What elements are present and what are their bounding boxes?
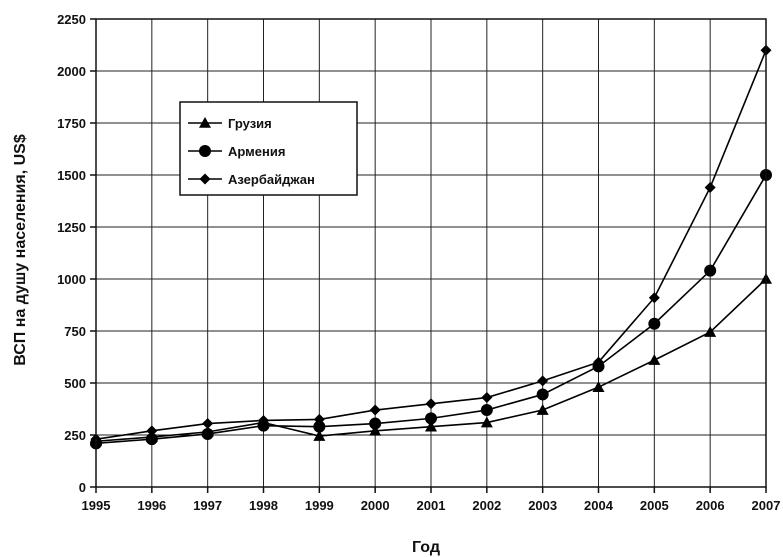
data-point-diamond [258,414,269,426]
data-point-triangle [648,354,661,365]
data-point-circle [536,388,549,401]
x-tick-label: 2007 [752,498,781,513]
data-point-circle [704,264,717,277]
data-point-circle [648,317,661,330]
data-point-diamond [704,181,716,193]
data-point-triangle [480,416,493,428]
plot-frame [95,18,767,488]
y-tick-label: 2000 [57,64,86,79]
legend-marker-diamond [199,173,211,185]
data-point-circle [369,417,382,430]
legend: Грузия Армения Азербайджан [179,101,358,196]
legend-label: Армения [228,144,285,159]
x-tick-label: 2003 [528,498,557,513]
data-point-diamond [202,418,214,430]
x-tick-label: 1996 [137,498,166,513]
data-point-diamond [481,392,493,404]
data-point-triangle [313,430,326,441]
data-point-triangle [592,381,605,392]
x-tick-label: 2001 [417,498,446,513]
legend-item: Азербайджан [188,172,315,187]
x-tick-label: 2006 [696,498,725,513]
x-tick-label: 1999 [305,498,334,513]
x-axis-ticks: 1995 1996 1997 1998 1999 2000 2001 2002 2003 2004… [82,487,781,513]
legend-item: Грузия [188,116,272,131]
data-point-diamond [537,375,549,387]
legend-marker-circle [199,145,211,157]
y-tick-label: 1750 [57,116,86,131]
x-tick-label: 1997 [193,498,222,513]
data-point-triangle [704,326,717,337]
data-point-triangle [536,404,549,415]
data-point-circle [145,433,158,446]
data-point-circle [201,427,214,440]
y-tick-label: 0 [79,480,86,495]
y-tick-label: 500 [64,376,86,391]
y-tick-label: 250 [64,428,86,443]
data-point-triangle [369,424,382,436]
x-tick-label: 2000 [361,498,390,513]
y-axis-title: ВСП на душу населения, US$ [12,134,29,366]
legend-label: Грузия [228,116,272,131]
data-point-diamond [648,292,660,304]
data-point-circle [480,404,493,417]
y-axis-ticks: 0 250 500 750 1000 1250 1500 1750 2000 2250 [57,12,96,495]
y-tick-label: 750 [64,324,86,339]
data-point-diamond [313,413,325,425]
y-tick-label: 1500 [57,168,86,183]
legend-label: Азербайджан [228,172,315,187]
x-axis-title: Год [412,539,440,556]
legend-item: Армения [188,144,285,159]
data-point-diamond [146,425,158,437]
x-tick-label: 2002 [472,498,501,513]
y-tick-label: 2250 [57,12,86,27]
data-point-diamond [425,398,437,410]
data-point-circle [425,412,437,425]
x-tick-label: 1995 [82,498,111,513]
y-tick-label: 1250 [57,220,86,235]
data-point-circle [313,420,326,433]
data-point-triangle [425,420,437,432]
legend-marker-triangle [199,117,211,128]
series-markers [90,44,772,450]
x-tick-label: 1998 [249,498,278,513]
data-point-diamond [593,356,604,368]
x-tick-label: 2004 [584,498,614,513]
y-tick-label: 1000 [57,272,86,287]
x-tick-label: 2005 [640,498,669,513]
data-point-diamond [369,404,381,416]
